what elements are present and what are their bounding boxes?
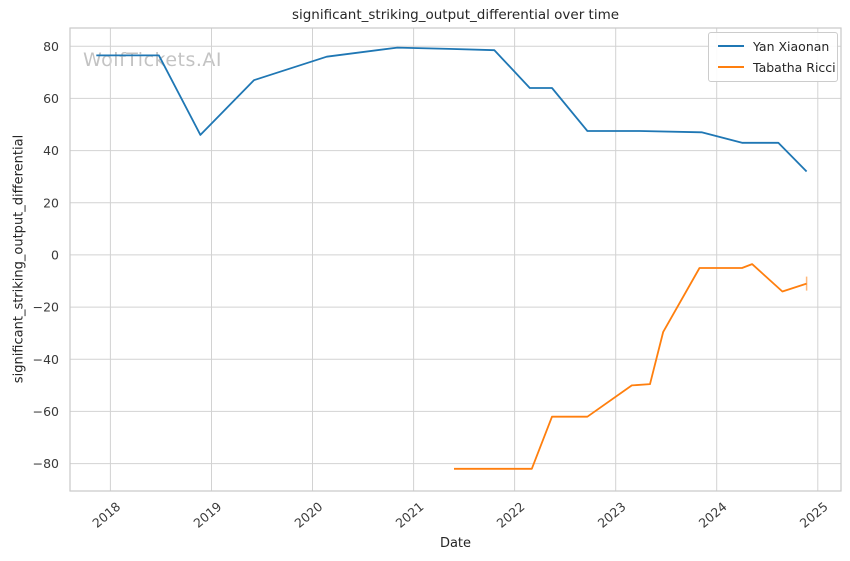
x-axis-label: Date (439, 536, 472, 551)
legend-item-tabatha-ricci: Tabatha Ricci (718, 58, 836, 76)
legend-label: Yan Xiaonan (753, 38, 830, 54)
series-line-tabatha-ricci (454, 263, 807, 470)
y-tick-label-0: 0 (51, 247, 59, 262)
y-tick-label--40: −40 (33, 352, 59, 367)
y-tick-label-60: 60 (43, 91, 59, 106)
x-tick-label-2021: 2021 (393, 499, 427, 531)
x-tick-label-2024: 2024 (696, 499, 730, 531)
x-tick-label-2019: 2019 (190, 499, 224, 531)
y-tick-label-40: 40 (43, 143, 59, 158)
legend-swatch-blue-line (718, 45, 744, 47)
y-tick-label--80: −80 (33, 456, 59, 471)
plot-border (69, 27, 842, 492)
legend-label: Tabatha Ricci (753, 59, 836, 75)
x-tick-label-2023: 2023 (595, 499, 629, 531)
x-tick-label-2025: 2025 (797, 499, 831, 531)
y-tick-label--60: −60 (33, 404, 59, 419)
y-tick-label-20: 20 (43, 195, 59, 210)
y-tick-label-80: 80 (43, 39, 59, 54)
legend-item-yan-xiaonan: Yan Xiaonan (718, 37, 829, 55)
x-tick-label-2022: 2022 (494, 499, 528, 531)
x-tick-label-2020: 2020 (291, 499, 325, 531)
y-tick-label--20: −20 (33, 300, 59, 315)
chart-title: significant_striking_output_differential… (291, 7, 620, 23)
x-tick-label-2018: 2018 (89, 499, 123, 531)
series-line-yan-xiaonan (96, 46, 808, 173)
legend-swatch-orange-line (718, 66, 744, 68)
legend: Yan Xiaonan Tabatha Ricci (708, 32, 838, 82)
